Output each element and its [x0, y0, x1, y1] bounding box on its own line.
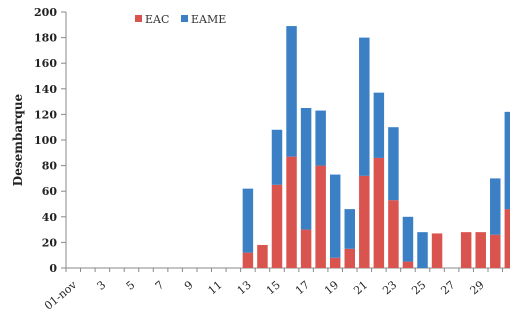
- bar-segment-eac: [475, 232, 486, 268]
- y-tick-label: 140: [34, 83, 57, 96]
- x-axis: 01-nov 3 5 7 9 11 13 15 17 19 21 23 25 27 29: [42, 267, 510, 313]
- x-tick-label: 01-nov: [42, 278, 80, 313]
- legend-label: EAC: [145, 13, 169, 26]
- x-tick-label: 25: [409, 278, 428, 297]
- x-tick-label: 11: [206, 278, 225, 297]
- x-tick-label: 7: [153, 278, 167, 292]
- bar-segment-eac: [315, 165, 326, 268]
- bar-segment-eac: [373, 157, 385, 268]
- y-tick-label: 100: [34, 134, 57, 147]
- y-tick-label: 120: [34, 108, 57, 121]
- bar-segment-eame: [373, 92, 385, 158]
- legend: EAC EAME: [135, 13, 226, 26]
- bar-segment-eac: [504, 209, 510, 268]
- bar-segment-eame: [417, 232, 428, 268]
- bar-segment-eac: [359, 175, 370, 268]
- bar-segment-eac: [388, 200, 399, 268]
- x-tick-label: 5: [124, 278, 138, 292]
- bar-segment-eame: [286, 26, 297, 157]
- bar-segment-eame: [359, 37, 370, 176]
- y-tick-label: 20: [42, 236, 58, 249]
- x-tick-label: 17: [293, 278, 312, 297]
- bar-segment-eac: [402, 261, 414, 268]
- legend-label: EAME: [191, 13, 226, 26]
- legend-swatch: [181, 15, 188, 22]
- y-axis: 0 20 40 60 80 100 120 140 160 180 200: [34, 6, 67, 275]
- x-tick-label: 13: [235, 278, 254, 297]
- bar-segment-eac: [490, 234, 501, 268]
- x-tick-label: 23: [380, 278, 399, 297]
- bars-group: [242, 26, 510, 268]
- x-tick-label: 3: [95, 278, 109, 292]
- y-tick-label: 0: [49, 262, 57, 275]
- bar-segment-eac: [460, 232, 472, 268]
- y-tick-label: 80: [42, 160, 58, 173]
- bar-segment-eame: [490, 178, 501, 235]
- y-tick-label: 40: [42, 211, 58, 224]
- x-tick-label: 19: [322, 278, 341, 297]
- legend-swatch: [135, 15, 142, 22]
- y-tick-label: 180: [34, 32, 57, 45]
- y-tick-label: 60: [42, 185, 58, 198]
- y-axis-label: Desembarque: [11, 93, 25, 186]
- x-tick-label: 9: [182, 278, 196, 292]
- bar-segment-eame: [329, 174, 341, 258]
- x-tick-label: 27: [438, 278, 457, 297]
- bar-segment-eame: [300, 108, 312, 230]
- x-tick-label: 15: [264, 278, 283, 297]
- bar-segment-eame: [315, 110, 326, 166]
- x-tick-label: 29: [468, 278, 487, 297]
- bar-segment-eame: [402, 216, 414, 262]
- x-tick-label: 21: [351, 278, 370, 297]
- bar-segment-eac: [329, 257, 341, 268]
- bar-segment-eac: [271, 184, 283, 268]
- bar-segment-eac: [242, 252, 254, 268]
- bar-segment-eame: [271, 129, 283, 185]
- bar-segment-eac: [344, 248, 355, 268]
- y-tick-label: 160: [34, 57, 57, 70]
- bar-segment-eame: [504, 111, 510, 210]
- bar-segment-eac: [431, 233, 443, 268]
- bar-segment-eac: [286, 156, 297, 268]
- bar-segment-eac: [300, 229, 312, 268]
- bar-segment-eame: [242, 188, 254, 253]
- y-axis-title: Desembarque: [11, 93, 25, 186]
- bar-segment-eame: [344, 209, 355, 249]
- bar-segment-eame: [388, 127, 399, 201]
- bar-segment-eac: [257, 244, 268, 268]
- y-tick-label: 200: [34, 6, 57, 19]
